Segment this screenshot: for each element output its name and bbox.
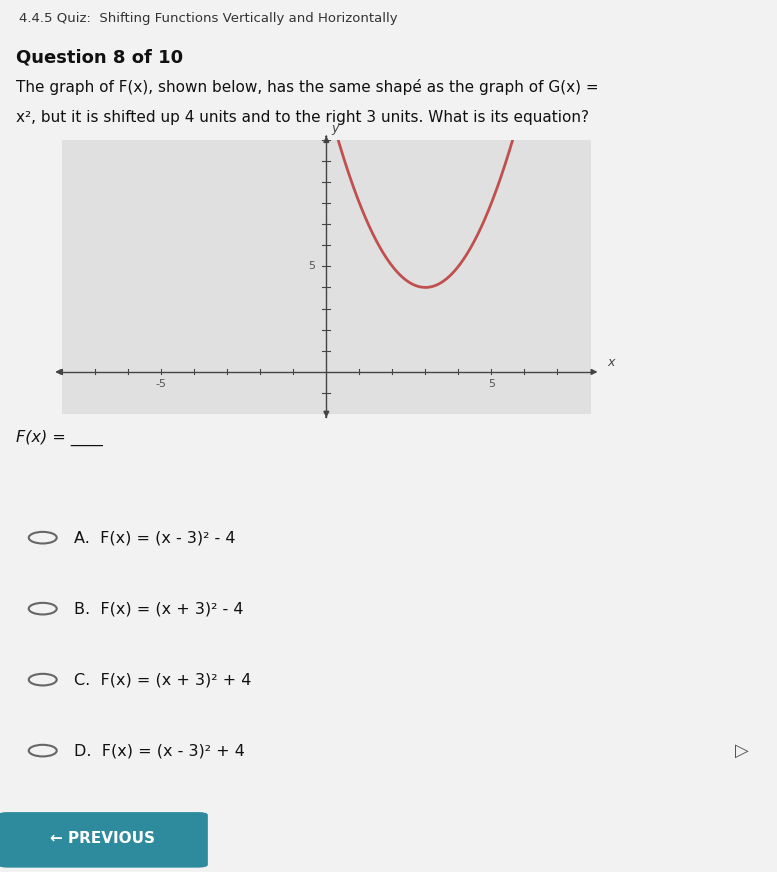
Text: 5: 5 [308,262,315,271]
Text: F(x) = ____: F(x) = ____ [16,430,103,446]
Text: ← PREVIOUS: ← PREVIOUS [51,831,155,846]
Text: ▷: ▷ [735,741,749,760]
Text: Question 8 of 10: Question 8 of 10 [16,49,183,66]
Text: y: y [331,122,339,135]
Text: 5: 5 [488,379,495,389]
Text: 4.4.5 Quiz:  Shifting Functions Vertically and Horizontally: 4.4.5 Quiz: Shifting Functions Verticall… [19,11,398,24]
FancyBboxPatch shape [0,812,208,868]
Text: x², but it is shifted up 4 units and to the right 3 units. What is its equation?: x², but it is shifted up 4 units and to … [16,110,588,126]
Text: x: x [607,356,615,369]
Text: D.  F(x) = (x - 3)² + 4: D. F(x) = (x - 3)² + 4 [74,743,245,758]
Text: A.  F(x) = (x - 3)² - 4: A. F(x) = (x - 3)² - 4 [74,530,235,545]
Text: The graph of F(x), shown below, has the same shapé as the graph of G(x) =: The graph of F(x), shown below, has the … [16,78,598,95]
Text: -5: -5 [155,379,167,389]
Text: B.  F(x) = (x + 3)² - 4: B. F(x) = (x + 3)² - 4 [74,601,243,617]
Text: C.  F(x) = (x + 3)² + 4: C. F(x) = (x + 3)² + 4 [74,672,251,687]
